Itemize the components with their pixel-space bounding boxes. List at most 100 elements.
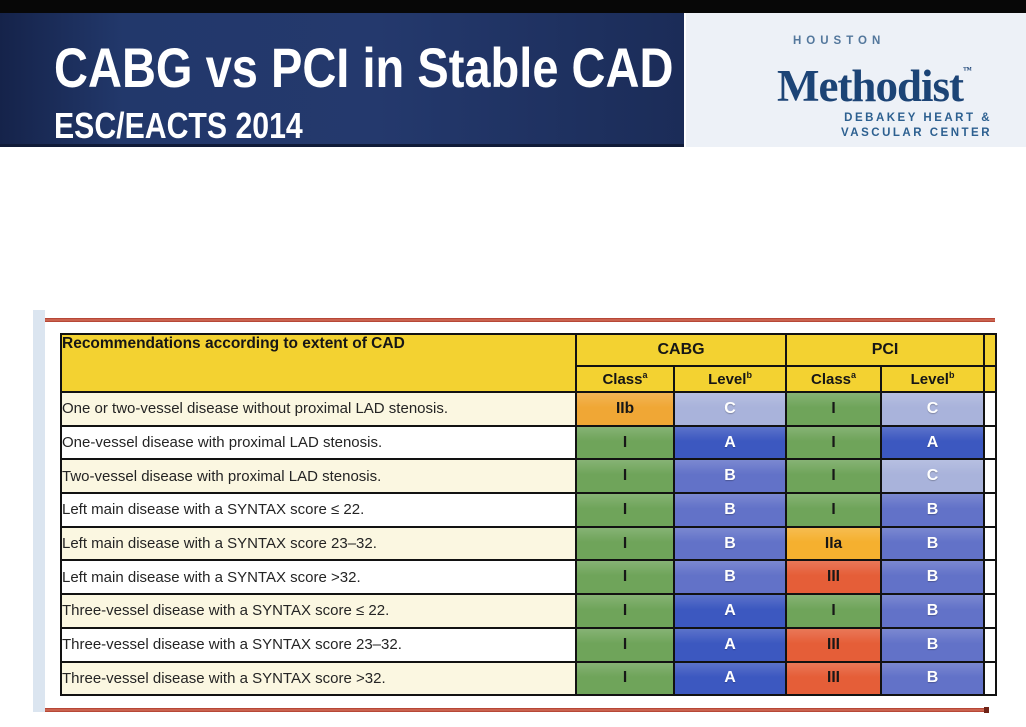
table-row: One or two-vessel disease without proxim…: [60, 391, 998, 427]
pci-class-cell: IIa: [785, 525, 883, 562]
row-label: One-vessel disease with proximal LAD ste…: [60, 424, 577, 461]
level-header-text: Level: [910, 371, 949, 388]
pci-class-cell: I: [785, 492, 883, 528]
level-header-footnote: b: [746, 370, 752, 380]
red-divider-end-mark: [984, 707, 989, 713]
pci-group-header: PCI: [785, 333, 986, 367]
table-row: Three-vessel disease with a SYNTAX score…: [60, 660, 998, 697]
pci-class-cell: I: [785, 424, 883, 461]
class-header-footnote: a: [851, 370, 857, 380]
level-header-footnote: b: [948, 370, 955, 380]
cabg-class-header: Classa: [575, 365, 675, 393]
pci-level-cell: B: [880, 660, 986, 697]
red-divider-bottom: [45, 708, 987, 712]
pci-level-cell: B: [880, 492, 986, 528]
cabg-level-cell: C: [672, 391, 788, 427]
pci-level-cell: C: [880, 458, 986, 495]
cabg-level-header: Levelb: [672, 365, 788, 393]
cabg-class-cell: I: [575, 458, 675, 495]
title-banner: CABG vs PCI in Stable CAD ESC/EACTS 2014: [0, 13, 684, 147]
trademark-symbol: ™: [963, 65, 972, 75]
logo-houston-text: HOUSTON: [793, 35, 886, 47]
table-row: Three-vessel disease with a SYNTAX score…: [60, 593, 998, 629]
row-label: Three-vessel disease with a SYNTAX score…: [60, 593, 577, 629]
table-subheader-row: Classa Levelb Classa Levelb: [61, 365, 998, 393]
table-title-cell: Recommendations according to extent of C…: [60, 333, 577, 393]
truncated-column-header: [983, 333, 998, 367]
recommendations-table: Recommendations according to extent of C…: [60, 333, 998, 697]
slide-subtitle: ESC/EACTS 2014: [54, 105, 303, 146]
cabg-group-header: CABG: [574, 333, 788, 367]
table-row: Left main disease with a SYNTAX score >3…: [60, 559, 998, 596]
cabg-level-cell: A: [672, 424, 788, 461]
top-black-bar: [0, 0, 1026, 13]
pci-level-cell: B: [880, 593, 986, 629]
cabg-class-cell: I: [575, 424, 675, 461]
truncated-column-cell: [983, 492, 998, 528]
cabg-level-cell: B: [672, 559, 788, 596]
left-accent-strip: [33, 310, 45, 712]
truncated-column-cell: [983, 660, 998, 697]
cabg-level-cell: A: [672, 626, 788, 663]
methodist-logo: HOUSTON Methodist™ DEBAKEY HEART & VASCU…: [777, 34, 992, 141]
row-label: Left main disease with a SYNTAX score >3…: [60, 559, 577, 596]
pci-class-cell: III: [785, 626, 883, 663]
table-row: Three-vessel disease with a SYNTAX score…: [60, 626, 998, 663]
logo-subtitle-line2: VASCULAR CENTER: [840, 127, 992, 139]
table-row: One-vessel disease with proximal LAD ste…: [60, 424, 998, 461]
pci-level-cell: B: [880, 559, 986, 596]
truncated-column-header: [983, 365, 998, 393]
red-divider-top: [45, 318, 995, 322]
pci-level-cell: B: [880, 626, 986, 663]
pci-class-cell: I: [785, 458, 883, 495]
truncated-column-cell: [983, 525, 998, 562]
row-label: Left main disease with a SYNTAX score 23…: [60, 525, 577, 562]
slide-title: CABG vs PCI in Stable CAD: [54, 36, 674, 99]
pci-class-cell: I: [785, 593, 883, 629]
row-label: Three-vessel disease with a SYNTAX score…: [60, 660, 577, 697]
row-label: Left main disease with a SYNTAX score ≤ …: [60, 492, 577, 528]
logo-panel: HOUSTON Methodist™ DEBAKEY HEART & VASCU…: [686, 13, 1026, 147]
row-label: One or two-vessel disease without proxim…: [60, 391, 577, 427]
truncated-column-cell: [983, 391, 998, 427]
truncated-column-cell: [983, 593, 998, 629]
table-group-header-row: Recommendations according to extent of C…: [60, 333, 998, 393]
cabg-class-cell: I: [575, 559, 675, 596]
cabg-level-cell: B: [672, 492, 788, 528]
class-header-text: Class: [602, 371, 643, 388]
pci-class-cell: III: [785, 660, 883, 697]
class-header-text: Class: [810, 371, 852, 388]
pci-class-header: Classa: [785, 365, 883, 393]
pci-level-cell: B: [880, 525, 986, 562]
level-header-text: Level: [708, 371, 747, 388]
table-row: Left main disease with a SYNTAX score 23…: [60, 525, 998, 562]
logo-subtitle-line1: DEBAKEY HEART &: [844, 112, 992, 124]
row-label: Two-vessel disease with proximal LAD ste…: [60, 458, 577, 495]
cabg-level-cell: A: [672, 660, 788, 697]
cabg-level-cell: A: [672, 593, 788, 629]
pci-class-cell: I: [785, 391, 883, 427]
pci-level-header: Levelb: [880, 365, 986, 393]
cabg-level-cell: B: [672, 525, 788, 562]
row-label: Three-vessel disease with a SYNTAX score…: [60, 626, 577, 663]
class-header-footnote: a: [642, 370, 648, 380]
cabg-level-cell: B: [672, 458, 788, 495]
logo-wordmark: Methodist™: [777, 48, 992, 111]
truncated-column-cell: [983, 458, 998, 495]
cabg-class-cell: I: [575, 492, 675, 528]
logo-name-text: Methodist: [777, 61, 964, 111]
pci-class-cell: III: [785, 559, 883, 596]
table-row: Two-vessel disease with proximal LAD ste…: [60, 458, 998, 495]
cabg-class-cell: I: [575, 626, 675, 663]
cabg-class-cell: I: [575, 593, 675, 629]
truncated-column-cell: [983, 424, 998, 461]
pci-level-cell: A: [880, 424, 986, 461]
pci-level-cell: C: [880, 391, 986, 427]
cabg-class-cell: I: [575, 525, 675, 562]
cabg-class-cell: I: [575, 660, 675, 697]
truncated-column-cell: [983, 559, 998, 596]
cabg-class-cell: IIb: [575, 391, 675, 427]
table-row: Left main disease with a SYNTAX score ≤ …: [60, 492, 998, 528]
truncated-column-cell: [983, 626, 998, 663]
